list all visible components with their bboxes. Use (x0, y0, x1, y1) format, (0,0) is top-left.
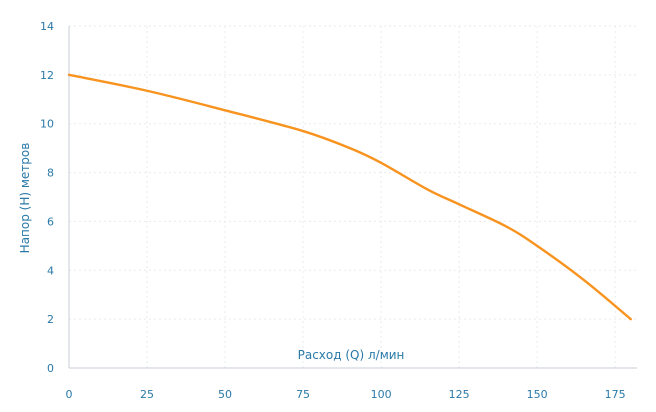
series-point (503, 224, 509, 230)
y-tick-label: 0 (47, 362, 54, 375)
series-point (456, 202, 462, 208)
grid (69, 25, 637, 368)
series-point (378, 160, 384, 166)
series-point (347, 145, 353, 151)
series-point (144, 88, 150, 94)
x-tick-label: 0 (66, 388, 73, 401)
y-tick-label: 2 (47, 313, 54, 326)
tick-labels: 0 2 4 6 8 10 12 14 0 25 50 75 100 125 150 175 (40, 20, 626, 401)
x-tick-label: 175 (605, 388, 626, 401)
series-point (66, 72, 72, 78)
x-tick-label: 50 (218, 388, 232, 401)
x-tick-label: 150 (527, 388, 548, 401)
series-point (534, 243, 540, 249)
x-tick-label: 75 (296, 388, 310, 401)
y-tick-label: 10 (40, 118, 54, 131)
series-point (581, 277, 587, 283)
y-tick-label: 8 (47, 167, 54, 180)
y-tick-label: 12 (40, 69, 54, 82)
series-point (300, 128, 306, 134)
series-point (628, 316, 634, 322)
y-axis-title: Напор (H) метров (18, 143, 32, 254)
y-tick-label: 6 (47, 215, 54, 228)
axes (68, 26, 637, 369)
series-group (66, 72, 634, 322)
x-tick-label: 125 (449, 388, 470, 401)
series-point (222, 107, 228, 113)
y-tick-label: 4 (47, 264, 54, 277)
y-tick-label: 14 (40, 20, 54, 33)
series-line (67, 73, 632, 321)
series-point (425, 187, 431, 193)
x-axis-title: Расход (Q) л/мин (298, 348, 405, 362)
x-tick-label: 25 (140, 388, 154, 401)
x-tick-label: 100 (371, 388, 392, 401)
